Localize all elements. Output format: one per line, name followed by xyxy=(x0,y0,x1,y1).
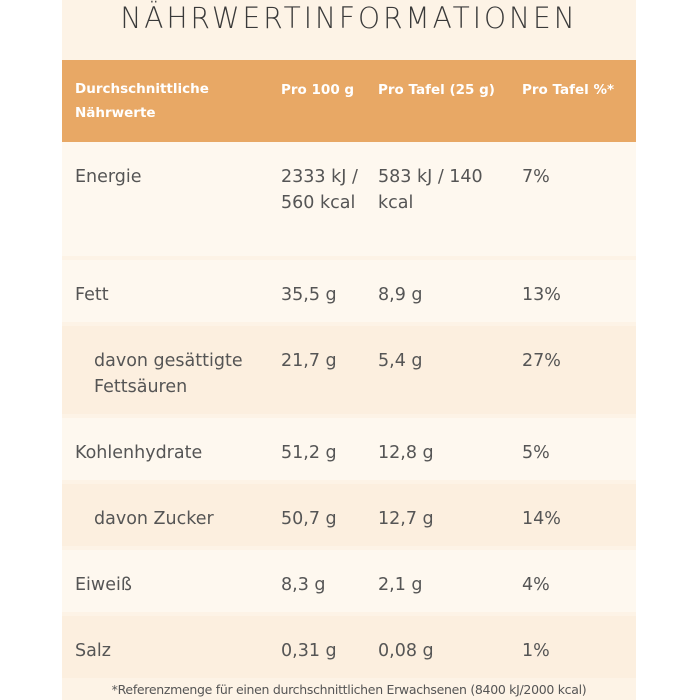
value-per-bar: 8,9 g xyxy=(378,285,423,305)
value-per-100g: 50,7 g xyxy=(281,509,337,529)
nutrient-name: Eiweiß xyxy=(75,575,132,595)
value-per-bar: 12,8 g xyxy=(378,443,434,463)
value-per-bar: 12,7 g xyxy=(378,509,434,529)
value-per-100g: 8,3 g xyxy=(281,575,326,595)
value-per-100g: 51,2 g xyxy=(281,443,337,463)
value-percent: 5% xyxy=(522,443,550,463)
table-row: davon gesättigte Fettsäuren 21,7 g 5,4 g… xyxy=(62,326,636,414)
nutrition-table: Durchschnittliche Nährwerte Pro 100 g Pr… xyxy=(62,60,636,678)
value-per-bar: 0,08 g xyxy=(378,641,434,661)
table-row: Kohlenhydrate 51,2 g 12,8 g 5% xyxy=(62,418,636,480)
table-row: Energie 2333 kJ / 560 kcal 583 kJ / 140 … xyxy=(62,142,636,256)
table-row: davon Zucker 50,7 g 12,7 g 14% xyxy=(62,484,636,546)
footnote: *Referenzmenge für einen durchschnittlic… xyxy=(111,682,587,697)
table-header: Durchschnittliche Nährwerte Pro 100 g Pr… xyxy=(62,60,636,142)
table-row: Fett 35,5 g 8,9 g 13% xyxy=(62,260,636,322)
nutrient-name: Energie xyxy=(75,167,142,187)
header-per-bar: Pro Tafel (25 g) xyxy=(378,82,495,98)
page-title: NÄHRWERTINFORMATIONEN xyxy=(120,0,578,36)
value-percent: 7% xyxy=(522,167,550,187)
value-percent: 13% xyxy=(522,285,561,305)
value-per-bar: 5,4 g xyxy=(378,351,423,371)
value-percent: 4% xyxy=(522,575,550,595)
nutrient-name: Kohlenhydrate xyxy=(75,443,203,463)
header-nutrient: Durchschnittliche Nährwerte xyxy=(75,81,209,121)
value-per-bar: 583 kJ / 140 kcal xyxy=(378,167,483,213)
nutrient-name: davon Zucker xyxy=(94,509,214,529)
header-per-100g: Pro 100 g xyxy=(281,82,355,98)
value-per-100g: 2333 kJ / 560 kcal xyxy=(281,167,358,213)
header-row: Durchschnittliche Nährwerte Pro 100 g Pr… xyxy=(62,60,636,142)
table-row: Salz 0,31 g 0,08 g 1% xyxy=(62,616,636,678)
value-per-100g: 21,7 g xyxy=(281,351,337,371)
value-per-100g: 35,5 g xyxy=(281,285,337,305)
nutrient-name: Fett xyxy=(75,285,109,305)
value-percent: 1% xyxy=(522,641,550,661)
table-body: Energie 2333 kJ / 560 kcal 583 kJ / 140 … xyxy=(62,142,636,678)
table-row: Eiweiß 8,3 g 2,1 g 4% xyxy=(62,550,636,612)
value-per-100g: 0,31 g xyxy=(281,641,337,661)
value-percent: 27% xyxy=(522,351,561,371)
value-per-bar: 2,1 g xyxy=(378,575,423,595)
nutrient-name: Salz xyxy=(75,641,111,661)
nutrition-panel: NÄHRWERTINFORMATIONEN Durchschnittliche … xyxy=(62,0,636,700)
nutrient-name: davon gesättigte Fettsäuren xyxy=(94,351,243,397)
header-percent: Pro Tafel %* xyxy=(522,82,615,98)
value-percent: 14% xyxy=(522,509,561,529)
